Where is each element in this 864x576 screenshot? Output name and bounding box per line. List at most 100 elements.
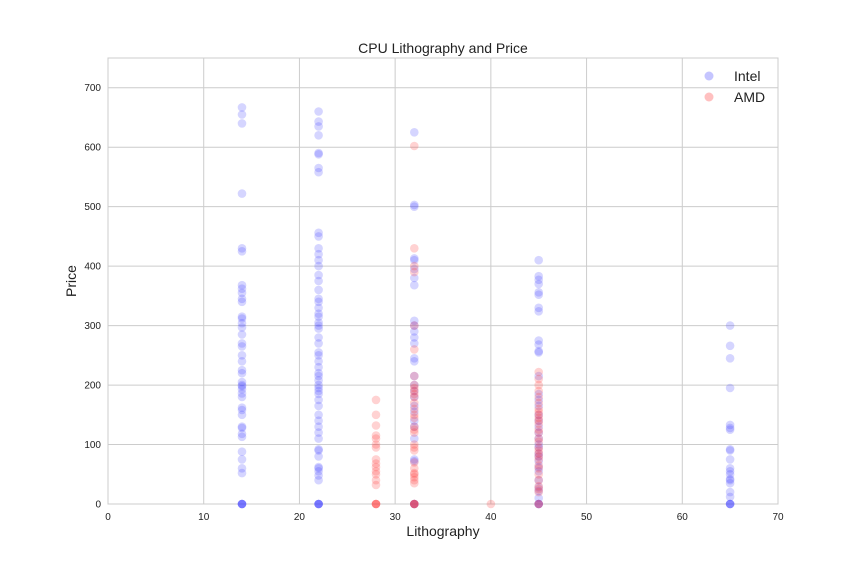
data-point-intel [314,410,323,420]
data-point-amd [371,421,381,430]
data-point-amd [371,434,381,443]
data-point-intel [725,464,735,473]
data-point-amd [534,380,543,390]
data-point-intel [314,285,323,295]
data-point-amd [534,481,543,491]
data-point-intel [534,428,543,437]
data-point-intel [314,122,323,131]
data-point-intel [314,294,323,304]
data-point-amd [410,404,419,414]
data-point-amd [534,367,543,377]
data-point-intel [237,314,247,323]
data-point-amd [534,475,543,485]
data-point-intel [314,464,323,473]
data-point-amd [410,499,419,509]
plot-area [107,57,779,505]
data-point-intel [534,434,543,443]
data-point-intel [314,471,323,480]
data-point-intel [237,382,247,391]
legend-marker-intel [704,71,714,81]
data-point-intel [314,383,323,393]
data-point-amd [371,475,381,485]
data-point-intel [314,351,323,360]
data-point-intel [725,474,735,484]
data-point-intel [314,228,323,238]
data-point-intel [534,499,543,509]
data-point-amd [534,404,543,414]
data-point-amd [410,425,419,435]
data-point-amd [410,380,419,390]
data-point-intel [534,499,543,509]
data-point-intel [314,445,323,454]
data-point-intel [534,395,543,405]
data-point-intel [237,432,247,442]
data-point-intel [534,416,543,426]
data-point-intel [237,423,247,433]
data-point-intel [237,280,247,290]
data-point-intel [237,377,247,387]
data-point-amd [486,499,496,509]
data-point-intel [534,493,543,503]
data-point-intel [534,346,543,356]
data-point-intel [534,483,543,492]
data-point-intel [410,316,419,326]
data-point-intel [725,478,735,488]
data-point-amd [534,437,543,446]
data-point-intel [237,384,247,394]
data-point-intel [534,288,543,297]
data-point-intel [237,499,247,509]
data-point-amd [410,499,419,509]
data-point-amd [371,467,381,476]
data-point-intel [237,455,247,464]
grid-lines [108,58,778,504]
data-point-intel [314,467,323,476]
data-point-intel [410,434,419,443]
data-point-intel [534,275,543,285]
data-point-intel [410,392,419,402]
data-point-intel [237,294,247,304]
data-point-amd [371,480,381,490]
data-point-intel [410,273,419,283]
data-point-amd [371,499,381,509]
data-point-intel [314,416,323,426]
data-point-amd [410,267,419,277]
data-point-intel [410,499,419,509]
data-point-amd [410,458,419,467]
data-point-intel [534,389,543,399]
data-point-intel [314,255,323,265]
data-point-amd [410,141,419,151]
data-point-intel [725,341,735,351]
data-point-intel [410,254,419,263]
data-point-amd [410,321,419,330]
data-point-amd [534,455,543,464]
data-point-amd [371,459,381,468]
data-point-intel [410,321,419,330]
y-tick-label: 0 [95,500,101,511]
data-point-intel [410,422,419,432]
data-point-intel [314,131,323,140]
data-point-intel [237,403,247,413]
data-point-intel [314,309,323,319]
data-point-intel [534,371,543,381]
data-point-amd [410,499,419,509]
data-point-amd [371,410,381,420]
data-point-intel [314,339,323,348]
data-point-intel [534,279,543,289]
data-point-intel [534,475,543,485]
data-point-amd [410,443,419,452]
data-point-intel [314,389,323,399]
data-point-amd [410,499,419,509]
data-point-intel [314,163,323,173]
data-point-intel [237,318,247,328]
data-point-intel [725,446,735,455]
data-point-amd [410,392,419,402]
x-tick-label: 50 [581,512,593,523]
data-point-intel [410,264,419,274]
data-point-amd [534,446,543,455]
data-point-intel [237,468,247,478]
data-point-intel [314,434,323,443]
data-point-intel [725,354,735,363]
data-point-intel [314,499,323,509]
y-tick-label: 300 [84,321,101,332]
